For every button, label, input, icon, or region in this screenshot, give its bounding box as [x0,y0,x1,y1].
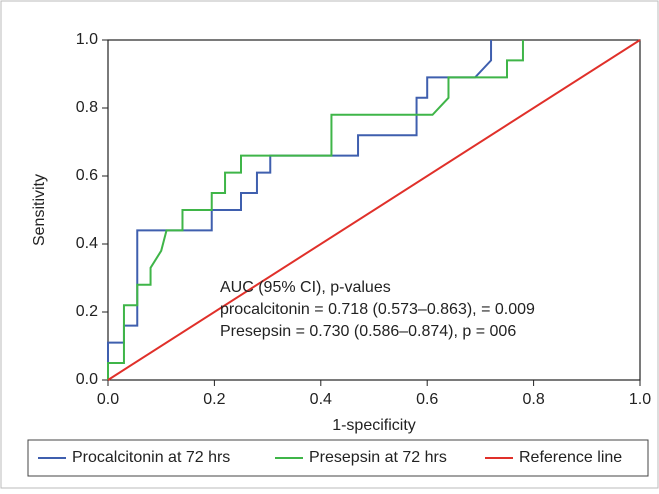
x-tick-label: 0.2 [203,391,225,408]
legend-label: Procalcitonin at 72 hrs [72,449,230,466]
legend-label: Presepsin at 72 hrs [309,449,447,466]
annotation: AUC (95% CI), p-values [220,279,391,296]
x-tick-label: 0.4 [310,391,332,408]
y-tick-label: 1.0 [76,31,98,48]
series-line [107,40,493,380]
x-tick-label: 0.8 [522,391,544,408]
y-axis-label: Sensitivity [31,174,48,246]
x-tick-label: 0.0 [97,391,119,408]
y-tick-label: 0.0 [76,371,98,388]
x-axis-label: 1-specificity [332,417,416,434]
y-tick-label: 0.6 [76,167,98,184]
plot-area [107,39,641,381]
y-tick-label: 0.4 [76,235,98,252]
y-tick-label: 0.8 [76,99,98,116]
x-tick-label: 0.6 [416,391,438,408]
y-tick-label: 0.2 [76,303,98,320]
annotation: procalcitonin = 0.718 (0.573–0.863), = 0… [220,301,535,318]
x-tick-label: 1.0 [629,391,651,408]
series-line [107,40,524,380]
series-line [107,39,641,381]
legend-label: Reference line [519,449,622,466]
legend-box [27,439,649,477]
annotation: Presepsin = 0.730 (0.586–0.874), p = 006 [220,323,516,340]
